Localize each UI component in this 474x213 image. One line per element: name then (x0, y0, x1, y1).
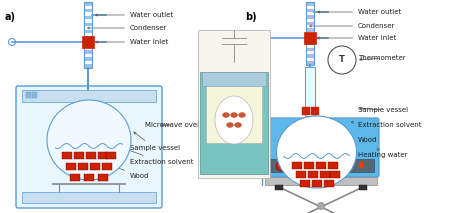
Bar (359, 185, 367, 190)
Text: Condenser: Condenser (88, 25, 167, 31)
Bar (302, 107, 310, 115)
Text: b): b) (245, 12, 256, 22)
Bar (328, 161, 337, 168)
Bar (84, 30, 92, 33)
Text: Sample vessel: Sample vessel (130, 132, 180, 151)
Bar (84, 100, 94, 102)
Bar (98, 174, 108, 180)
Bar (329, 170, 339, 177)
Bar (22, 90, 156, 102)
Bar (304, 32, 316, 44)
Bar (306, 9, 314, 12)
Bar (316, 161, 326, 168)
Bar (84, 9, 92, 12)
Bar (306, 28, 314, 32)
Circle shape (276, 161, 286, 171)
Bar (98, 151, 108, 158)
Bar (319, 170, 329, 177)
Bar (306, 2, 314, 6)
Bar (202, 72, 266, 86)
Ellipse shape (230, 112, 237, 118)
Text: Water inlet: Water inlet (96, 39, 168, 45)
Text: Condenser: Condenser (310, 23, 395, 29)
Bar (311, 180, 321, 187)
Text: Water inlet: Water inlet (318, 35, 396, 41)
Bar (292, 161, 301, 168)
Bar (311, 107, 319, 115)
Bar (106, 151, 116, 158)
Bar (84, 23, 92, 26)
Circle shape (293, 162, 301, 170)
Text: Thermometer: Thermometer (358, 55, 406, 61)
Bar (306, 35, 314, 38)
Text: Wood: Wood (113, 166, 149, 179)
Text: Extraction solvent: Extraction solvent (126, 149, 193, 165)
Bar (306, 22, 314, 25)
Bar (306, 2, 314, 65)
Bar (102, 163, 112, 170)
Bar (198, 30, 270, 178)
Text: a): a) (5, 12, 16, 22)
Bar (86, 151, 96, 158)
Text: Wood: Wood (350, 136, 377, 143)
Ellipse shape (222, 112, 229, 118)
Bar (26, 92, 31, 98)
Bar (268, 159, 374, 172)
Bar (84, 2, 92, 6)
Bar (84, 16, 92, 19)
Ellipse shape (215, 96, 253, 144)
Bar (62, 151, 72, 158)
Circle shape (318, 203, 325, 210)
Text: Microwave oven: Microwave oven (145, 122, 201, 128)
Text: Extraction solvent: Extraction solvent (351, 121, 421, 128)
Bar (295, 170, 306, 177)
Bar (303, 161, 313, 168)
Bar (200, 72, 268, 174)
Bar (359, 162, 363, 168)
Ellipse shape (276, 116, 356, 188)
Bar (66, 163, 76, 170)
Text: Heating water: Heating water (358, 149, 408, 158)
Bar (32, 92, 37, 98)
Bar (84, 2, 92, 68)
Bar (275, 185, 283, 190)
Bar (305, 67, 315, 116)
Bar (306, 48, 314, 51)
Text: Water outlet: Water outlet (96, 12, 173, 18)
FancyBboxPatch shape (16, 86, 162, 208)
Ellipse shape (238, 112, 246, 118)
Bar (324, 180, 334, 187)
Bar (70, 174, 80, 180)
Bar (90, 163, 100, 170)
Bar (84, 36, 92, 40)
Ellipse shape (227, 122, 234, 128)
Bar (306, 61, 314, 65)
Bar (82, 36, 94, 48)
Ellipse shape (235, 122, 241, 128)
Bar (22, 192, 156, 203)
Ellipse shape (47, 100, 131, 180)
FancyBboxPatch shape (263, 118, 379, 177)
Bar (306, 15, 314, 19)
Bar (84, 64, 92, 68)
Bar (306, 55, 314, 58)
Text: Water outlet: Water outlet (318, 9, 401, 15)
Bar (84, 43, 92, 47)
Bar (308, 170, 318, 177)
Bar (84, 174, 94, 180)
Circle shape (328, 46, 356, 74)
Bar (84, 57, 92, 61)
Bar (74, 151, 84, 158)
Bar (84, 50, 92, 54)
Bar (306, 41, 314, 45)
Bar (265, 177, 377, 185)
Text: Sample vessel: Sample vessel (358, 107, 408, 113)
Bar (78, 163, 88, 170)
Text: T: T (339, 56, 345, 65)
Bar (206, 85, 262, 143)
Bar (300, 180, 310, 187)
